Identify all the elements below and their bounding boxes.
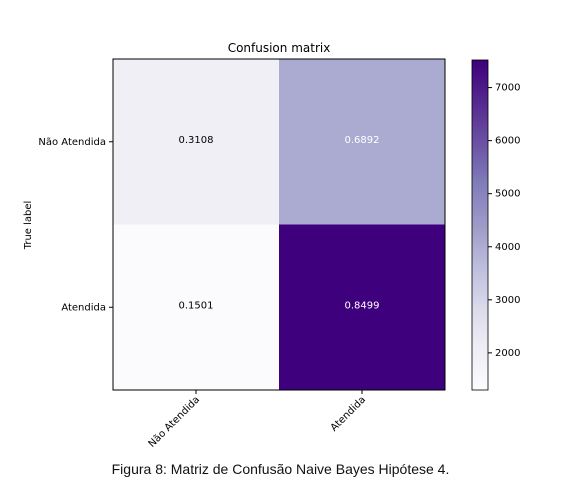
colorbar [472,60,488,390]
colorbar-tick-label: 6000 [495,136,520,147]
cell-value-label: 0.1501 [179,300,214,311]
x-tick-label: Atendida [329,394,368,433]
y-tick-label: Não Atendida [38,137,106,148]
x-axis-ticks: Não Atendida Atendida [147,390,369,450]
x-tick-label: Não Atendida [147,394,203,450]
y-axis-ticks: Não Atendida Atendida [38,137,113,314]
cell-value-label: 0.3108 [179,135,214,146]
colorbar-tick-label: 2000 [495,348,520,359]
colorbar-tick-label: 4000 [495,242,520,253]
y-tick-label: Atendida [61,302,106,313]
colorbar-tick-label: 3000 [495,295,520,306]
cell-value-label: 0.8499 [345,300,380,311]
cell-value-label: 0.6892 [345,135,380,146]
heatmap-cells: 0.3108 0.6892 0.1501 0.8499 [113,59,445,390]
colorbar-tick-label: 7000 [495,83,520,94]
colorbar-tick-label: 5000 [495,189,520,200]
colorbar-ticks: 2000 3000 4000 5000 6000 7000 [488,83,520,359]
chart-title: Confusion matrix [228,41,331,55]
y-axis-label: True label [23,201,34,251]
figure-caption: Figura 8: Matriz de Confusão Naive Bayes… [0,461,561,477]
